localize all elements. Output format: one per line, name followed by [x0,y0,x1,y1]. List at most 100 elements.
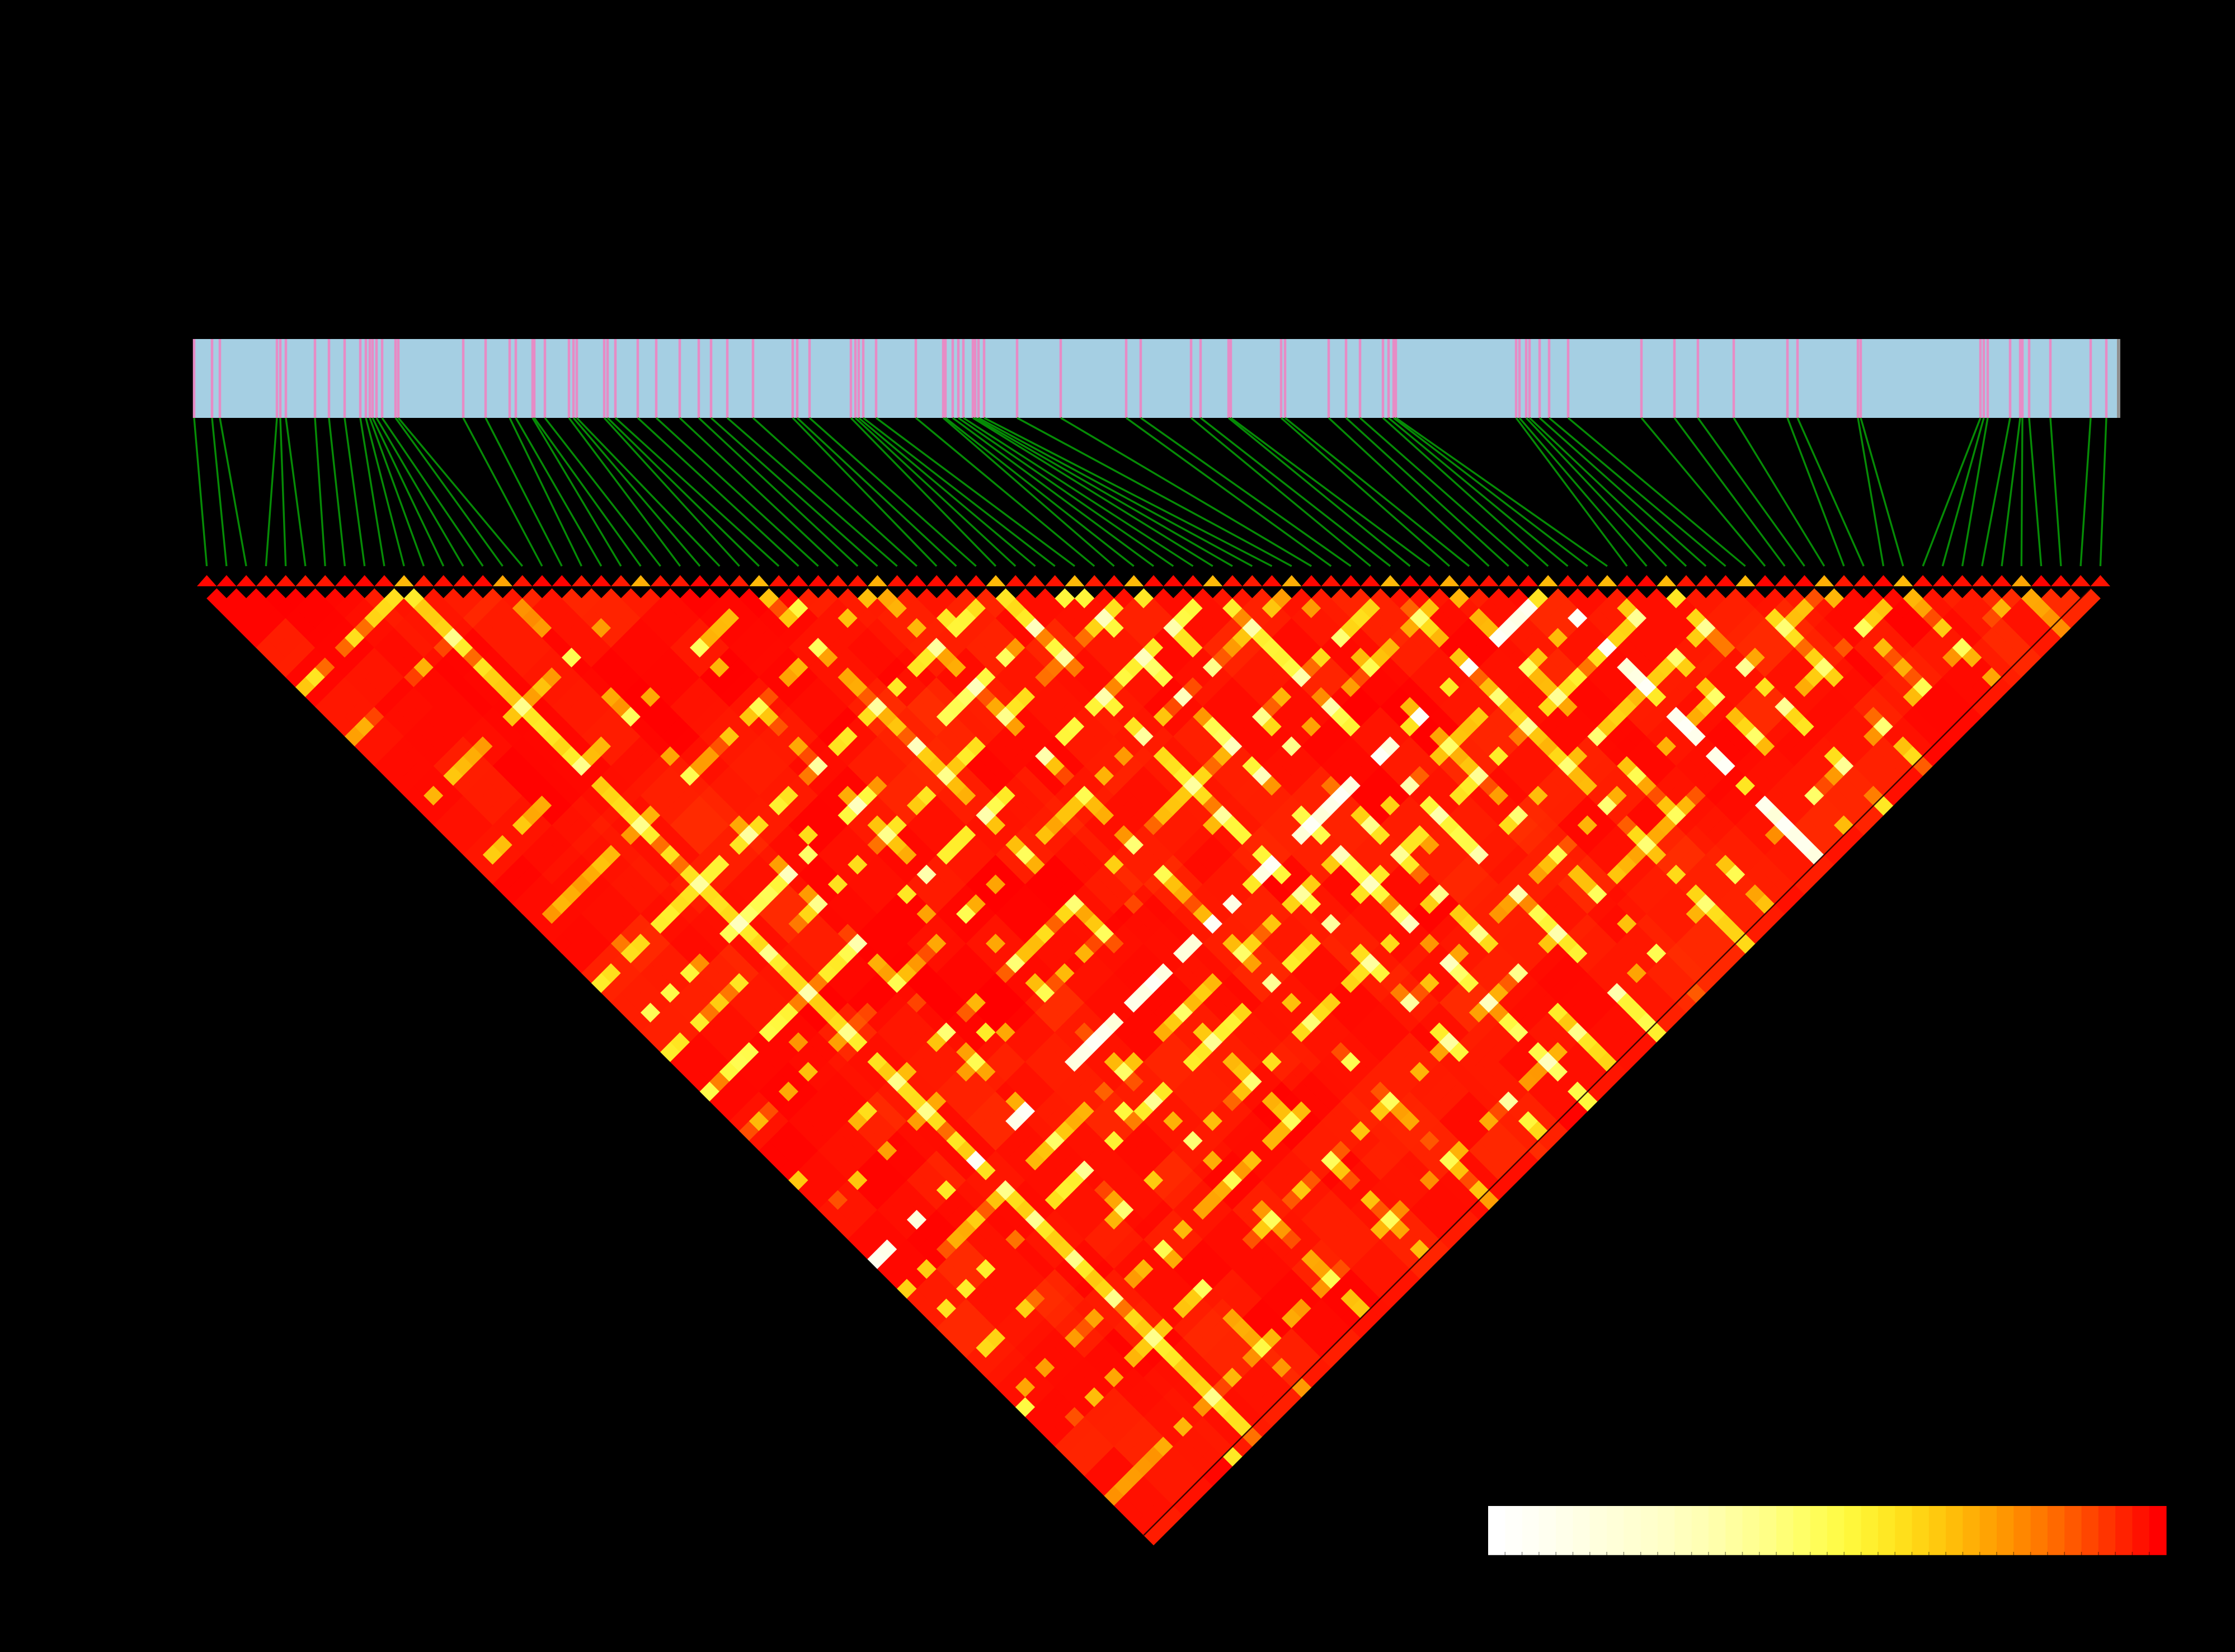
snp-connector-line [509,417,583,567]
snp-connector-line [1280,417,1451,567]
snp-marker-triangle [1163,575,1183,586]
ld-cell [1360,1131,1381,1151]
snp-marker-triangle [1084,575,1104,586]
ld-cell [1843,608,1864,628]
snp-connector-line [1230,417,1431,567]
ld-cell [542,884,562,905]
ld-cell [601,588,622,609]
ld-cell [887,914,907,934]
snp-marker-triangle [1282,575,1302,586]
ld-cell [1291,1219,1312,1240]
ld-cell [778,982,799,1003]
ld-cell [1636,815,1657,836]
ld-cell [1390,884,1410,905]
color-key-segment [1589,1506,1607,1555]
ld-cell [1262,914,1282,934]
ld-cell [1262,992,1282,1013]
ld-cell [916,1298,937,1319]
ld-cell [542,686,562,707]
ld-cell [1222,992,1243,1013]
snp-connector-line [944,417,1135,567]
snp-connector-line [369,417,425,567]
ld-cell [1330,982,1351,1003]
ld-cell [1330,1022,1351,1043]
ld-cell [1775,677,1795,698]
ld-cell [1153,1298,1174,1319]
ld-cell [1873,756,1894,776]
ld-cell [1330,1318,1351,1339]
ld-cell [1153,588,1174,609]
snp-connector-line [375,417,464,567]
ld-cell [502,608,523,628]
color-key-segment [1742,1506,1760,1555]
snp-connector-line [726,417,898,567]
ld-cell [1015,884,1036,905]
snp-connector-line [1017,417,1292,567]
ld-cell [1035,588,1056,609]
ld-cell [848,854,868,875]
ld-cell [1222,914,1243,934]
snp-marker-triangle [1617,575,1637,586]
snp-connector-line [515,417,603,567]
ld-cell [848,1190,868,1210]
ld-cell [1084,953,1105,973]
ld-cell [1429,746,1450,766]
ld-cell [680,1061,700,1082]
ld-cell [1380,1288,1401,1309]
snp-marker-triangle [986,575,1006,586]
color-key-segment [1793,1506,1811,1555]
ld-cell [1222,677,1243,698]
ld-cell [818,884,839,905]
snp-connector-line [2020,417,2024,567]
snp-marker-triangle [907,575,927,586]
ld-cell [1459,953,1480,973]
ld-cell [1015,1121,1036,1141]
ld-cell [916,845,937,865]
ld-cell [1222,1328,1243,1348]
ld-cell [1153,686,1174,707]
ld-cell [887,815,907,836]
ld-cell [1193,1121,1213,1141]
ld-cell [680,785,700,806]
ld-cell [640,845,661,865]
snp-marker-triangle [492,575,513,586]
snp-connector-line [265,417,278,567]
snp-connector-line [952,417,1155,567]
ld-cell [1222,1367,1243,1388]
snp-connector-line [1961,417,1989,567]
snp-marker-triangle [1636,575,1657,586]
snp-connector-line [1199,417,1391,567]
snp-connector-line [1981,417,2011,567]
ld-cell [502,845,523,865]
snp-marker-triangle [1735,575,1756,586]
snp-marker-triangle [2011,575,2031,586]
snp-connector-line [572,417,701,567]
snp-marker-triangle [1873,575,1894,586]
ld-cell [522,588,543,609]
ld-cell [1183,1485,1203,1506]
color-key-segment [1573,1506,1591,1555]
snp-marker-triangle [1972,575,1992,586]
ld-cell [1971,677,1992,698]
ld-cell [1193,608,1213,628]
ld-cell [1084,1131,1105,1151]
ld-cell [749,1091,769,1112]
ld-cell [2041,588,2062,609]
ld-cell [571,854,592,875]
ld-cell [1153,1397,1174,1418]
ld-cell [1429,884,1450,905]
ld-cell [266,608,286,628]
ld-cell [1390,1199,1410,1220]
ld-cell [226,588,247,609]
ld-cell [1390,686,1410,707]
snp-connector-line [603,417,740,567]
ld-cell [1015,1298,1036,1319]
ld-cell [1843,785,1864,806]
ld-cell [1262,756,1282,776]
snp-marker-triangle [788,575,808,586]
ld-cell [1390,647,1410,668]
ld-cell [1193,1199,1213,1220]
ld-cell [1084,756,1105,776]
ld-cell [1528,588,1549,609]
ld-cell [778,1121,799,1141]
